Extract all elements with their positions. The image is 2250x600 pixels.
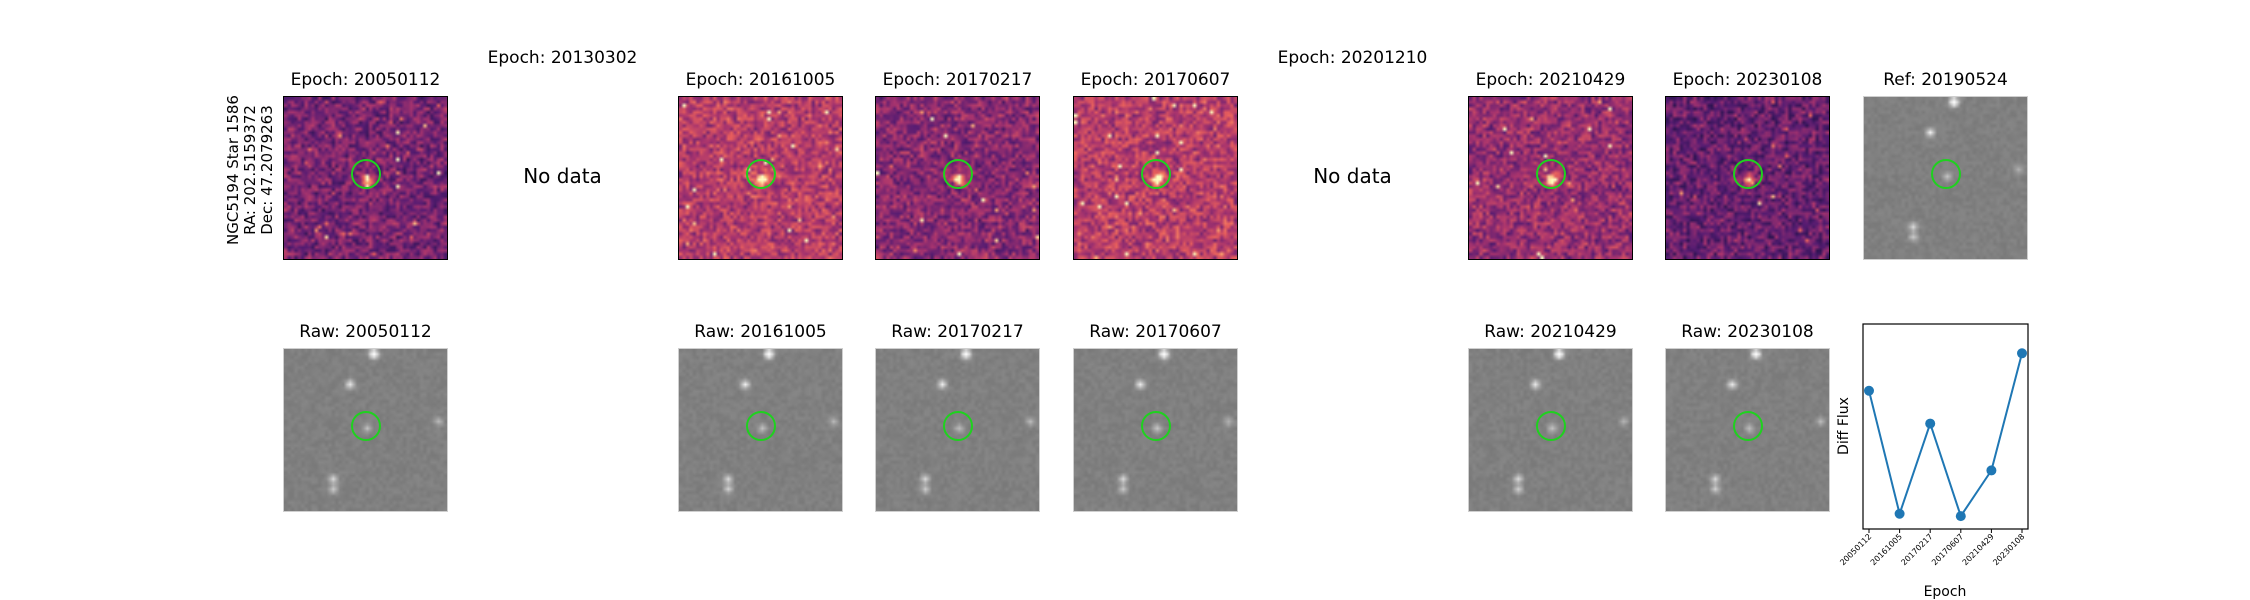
y-axis-label: Diff Flux	[1836, 397, 1852, 455]
target-circle	[746, 411, 776, 441]
data-point	[1955, 511, 1966, 522]
raw-image-1	[678, 348, 843, 512]
x-tick-label: 20210429	[1961, 532, 1996, 567]
ref-title: Ref: 20190524	[1883, 70, 2008, 90]
raw-image-3	[1073, 348, 1238, 512]
raw-title-2: Raw: 20170217	[891, 322, 1024, 342]
target-circle	[1536, 411, 1566, 441]
diff-image-7	[1665, 96, 1830, 260]
raw-image-2	[875, 348, 1040, 512]
target-circle	[1141, 159, 1171, 189]
no-data-5: No data	[1313, 164, 1392, 188]
target-circle	[351, 159, 381, 189]
diff-image-0	[283, 96, 448, 260]
diff-title-5: Epoch: 20201210	[1277, 48, 1428, 68]
raw-image-5	[1665, 348, 1830, 512]
diff-title-2: Epoch: 20161005	[685, 70, 836, 90]
data-point	[1925, 418, 1936, 429]
data-point	[2017, 348, 2027, 359]
raw-title-1: Raw: 20161005	[694, 322, 827, 342]
raw-title-3: Raw: 20170607	[1089, 322, 1222, 342]
diff-image-3	[875, 96, 1040, 260]
target-circle	[1931, 159, 1961, 189]
target-circle	[1536, 159, 1566, 189]
x-tick-label: 20230108	[1991, 532, 2026, 567]
ref-image	[1863, 96, 2028, 260]
raw-title-4: Raw: 20210429	[1484, 322, 1617, 342]
target-circle	[1141, 411, 1171, 441]
star-dec: Dec: 47.2079263	[258, 105, 276, 235]
no-data-1: No data	[523, 164, 602, 188]
diff-title-4: Epoch: 20170607	[1080, 70, 1231, 90]
raw-image-0	[283, 348, 448, 512]
light-curve-chart: 2005011220161005201702172017060720210429…	[1836, 323, 2029, 600]
data-point	[1864, 385, 1874, 396]
x-axis-label: Epoch	[1924, 584, 1967, 600]
target-circle	[1733, 411, 1763, 441]
x-tick-label: 20161005	[1869, 532, 1904, 567]
diff-title-3: Epoch: 20170217	[882, 70, 1033, 90]
data-point	[1894, 508, 1905, 519]
x-tick-label: 20050112	[1838, 532, 1873, 567]
diff-title-6: Epoch: 20210429	[1475, 70, 1626, 90]
diff-image-6	[1468, 96, 1633, 260]
target-circle	[943, 159, 973, 189]
diff-title-1: Epoch: 20130302	[487, 48, 638, 68]
diff-title-0: Epoch: 20050112	[290, 70, 441, 90]
target-circle	[1733, 159, 1763, 189]
target-circle	[943, 411, 973, 441]
diff-image-4	[1073, 96, 1238, 260]
star-ra: RA: 202.5159372	[241, 105, 259, 235]
x-tick-label: 20170607	[1930, 532, 1965, 567]
star-name: NGC5194 Star 1586	[224, 95, 242, 245]
plot-frame	[1862, 323, 2029, 530]
raw-image-4	[1468, 348, 1633, 512]
raw-title-0: Raw: 20050112	[299, 322, 432, 342]
target-circle	[351, 411, 381, 441]
data-point	[1986, 465, 1997, 476]
raw-title-5: Raw: 20230108	[1681, 322, 1814, 342]
diff-image-2	[678, 96, 843, 260]
x-tick-label: 20170217	[1899, 532, 1934, 567]
series-line	[1868, 353, 2023, 519]
target-circle	[746, 159, 776, 189]
diff-title-7: Epoch: 20230108	[1672, 70, 1823, 90]
